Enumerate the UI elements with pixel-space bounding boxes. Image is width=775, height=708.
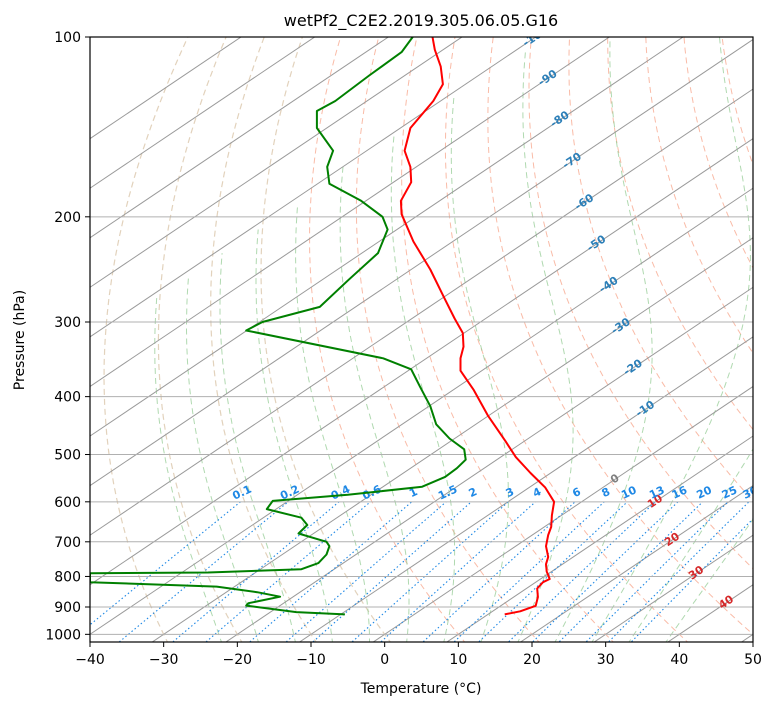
series-layer <box>90 37 556 616</box>
isotherm-line <box>90 37 316 189</box>
isotherm-line <box>298 336 753 642</box>
isotherm-line <box>519 485 753 642</box>
isotherm-line <box>90 37 242 140</box>
x-tick-label: −30 <box>149 652 179 668</box>
moist-adiabat <box>628 448 753 642</box>
mixing-ratio-label: 10 <box>619 483 639 501</box>
mixing-ratio-line <box>248 501 413 642</box>
y-tick-label: 400 <box>54 390 81 406</box>
mixing-ratio-line <box>558 501 704 642</box>
moist-adiabat <box>255 229 333 642</box>
y-tick-label: 200 <box>54 210 81 226</box>
x-tick-label: 20 <box>523 652 541 668</box>
mixing-ratio-line <box>585 501 729 642</box>
y-tick-label: 100 <box>54 30 81 46</box>
pressure-gridlines <box>90 37 753 635</box>
moist-adiabat <box>390 133 456 642</box>
isotherm-line <box>151 237 753 642</box>
isotherm-line <box>90 37 537 338</box>
moist-adiabat <box>219 253 296 642</box>
mixing-ratio-label: 25 <box>720 484 739 502</box>
y-tick-label: 600 <box>54 495 81 511</box>
x-tick-label: 50 <box>744 652 762 668</box>
x-tick-label: −20 <box>223 652 253 668</box>
isotherm-line <box>90 37 390 239</box>
moist-adiabat <box>554 37 653 642</box>
mixing-ratio-line <box>531 501 679 642</box>
x-tick-label: −40 <box>75 652 105 668</box>
dry-adiabat <box>645 37 753 354</box>
plot-background <box>90 37 753 642</box>
isotherm-line <box>225 286 753 642</box>
moist-adiabat <box>295 203 370 642</box>
y-tick-label: 500 <box>54 448 81 464</box>
moist-adiabat <box>665 518 753 642</box>
mixing-ratio-label: 13 <box>647 484 666 502</box>
dry-adiabat <box>260 37 392 642</box>
x-tick-label: 40 <box>670 652 688 668</box>
mixing-ratio-label: 16 <box>670 483 690 501</box>
dry-adiabat <box>487 37 753 635</box>
dewpoint-profile-line <box>90 37 467 616</box>
y-tick-label: 700 <box>54 535 81 551</box>
mixing-ratio-line <box>507 501 656 642</box>
mixing-ratio-line <box>285 501 447 642</box>
y-tick-label: 1000 <box>45 627 81 643</box>
mixing-ratio-line <box>453 501 605 642</box>
temperature-profile-line <box>399 37 556 616</box>
isotherm-line <box>90 37 684 437</box>
x-tick-label: 30 <box>597 652 615 668</box>
plot-frame <box>89 36 754 643</box>
isotherm-line <box>90 38 753 487</box>
mixing-ratio-label: 36 <box>762 483 775 501</box>
mixing-ratio-line <box>171 501 340 642</box>
x-tick-label: 0 <box>380 652 389 668</box>
isotherm-line <box>372 385 753 642</box>
dry-adiabat <box>157 37 243 642</box>
mixing-ratio-line <box>90 501 241 626</box>
chart-title: wetPf2_C2E2.2019.305.06.05.G16 <box>284 11 558 31</box>
y-tick-label: 800 <box>54 569 81 585</box>
y-axis-title: Pressure (hPa) <box>12 290 28 390</box>
isotherm-line <box>446 435 753 642</box>
y-tick-label: 300 <box>54 315 81 331</box>
moist-adiabat <box>339 166 410 642</box>
isotherm-line <box>90 88 753 536</box>
moist-adiabat <box>450 94 509 642</box>
dry-adiabat <box>401 37 614 642</box>
mixing-ratio-label: 30 <box>741 483 761 501</box>
mixing-ratio-line <box>205 501 371 642</box>
isotherm-line <box>593 534 753 642</box>
isotherm-line <box>90 37 611 388</box>
dry-adiabat <box>758 24 775 645</box>
dry-adiabat <box>528 37 753 570</box>
isotherm-line <box>90 37 463 288</box>
mixing-ratio-line <box>351 501 509 642</box>
mixing-ratio-line <box>311 501 472 642</box>
mixing-ratio-line <box>379 501 536 642</box>
mixing-ratio-label: 20 <box>695 483 715 501</box>
mixing-ratio-labels: 0.1 0.2 0.4 0.6 1 1.5 2 3 4 6 8 10 13 16 20 25 30 36 <box>230 482 775 502</box>
x-tick-label: −10 <box>296 652 326 668</box>
moist-adiabat <box>517 49 574 642</box>
x-axis-ticks: −40 −30 −20 −10 0 10 20 30 40 50 <box>75 642 762 668</box>
dry-adiabat <box>210 37 317 642</box>
mixing-ratio-line <box>118 501 289 642</box>
y-tick-label: 900 <box>54 600 81 616</box>
x-tick-label: 10 <box>449 652 467 668</box>
y-axis-ticks: 100 200 300 400 500 600 700 800 900 1000 <box>45 30 90 643</box>
x-axis-title: Temperature (°C) <box>360 681 482 697</box>
isotherm-line <box>90 187 753 635</box>
dry-adiabat <box>444 37 689 642</box>
dry-adiabat <box>568 37 753 502</box>
background-lines <box>90 24 775 645</box>
dry-adiabat <box>355 37 540 642</box>
